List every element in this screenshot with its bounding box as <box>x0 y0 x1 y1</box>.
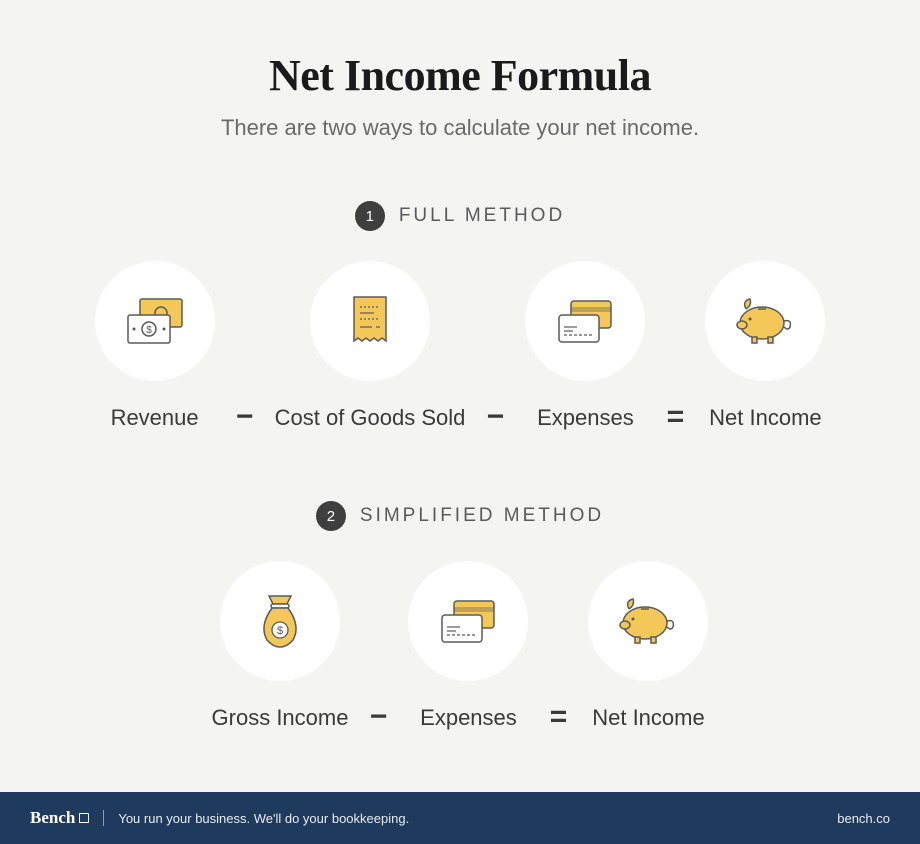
brand-logo: Bench <box>30 808 89 828</box>
operator-minus: − <box>233 403 257 431</box>
svg-text:$: $ <box>146 325 152 336</box>
term-label: Cost of Goods Sold <box>275 405 466 431</box>
receipt-icon <box>310 261 430 381</box>
cards-icon <box>525 261 645 381</box>
operator-equals: = <box>546 703 570 731</box>
term-label: Net Income <box>592 705 705 731</box>
footer-url: bench.co <box>837 811 890 826</box>
term-label: Expenses <box>537 405 634 431</box>
method-number-badge: 1 <box>355 201 385 231</box>
term-gross-income: $ Gross Income <box>212 561 349 731</box>
formula-row-2: $ Gross Income − Expenses = <box>212 561 709 731</box>
money-icon: $ <box>95 261 215 381</box>
term-label: Net Income <box>709 405 822 431</box>
operator-minus: − <box>483 403 507 431</box>
brand-text: Bench <box>30 808 75 828</box>
term-net-income: Net Income <box>588 561 708 731</box>
page-subtitle: There are two ways to calculate your net… <box>221 115 699 141</box>
term-net-income: Net Income <box>705 261 825 431</box>
footer-tagline: You run your business. We'll do your boo… <box>118 811 409 826</box>
method-name: SIMPLIFIED METHOD <box>360 505 604 527</box>
term-revenue: $ Revenue <box>95 261 215 431</box>
term-cogs: Cost of Goods Sold <box>275 261 466 431</box>
term-label: Gross Income <box>212 705 349 731</box>
term-label: Revenue <box>111 405 199 431</box>
term-label: Expenses <box>420 705 517 731</box>
method-header-1: 1 FULL METHOD <box>355 201 565 231</box>
moneybag-icon: $ <box>220 561 340 681</box>
method-number-badge: 2 <box>316 501 346 531</box>
svg-text:$: $ <box>277 625 283 637</box>
method-name: FULL METHOD <box>399 205 565 227</box>
term-expenses: Expenses <box>408 561 528 731</box>
operator-equals: = <box>663 403 687 431</box>
footer-divider <box>103 810 104 826</box>
term-expenses: Expenses <box>525 261 645 431</box>
footer-bar: Bench You run your business. We'll do yo… <box>0 792 920 844</box>
infographic-main: Net Income Formula There are two ways to… <box>0 0 920 792</box>
operator-minus: − <box>366 703 390 731</box>
method-header-2: 2 SIMPLIFIED METHOD <box>316 501 604 531</box>
footer-left: Bench You run your business. We'll do yo… <box>30 808 409 828</box>
cards-icon <box>408 561 528 681</box>
page-title: Net Income Formula <box>269 50 651 101</box>
piggy-icon <box>705 261 825 381</box>
piggy-icon <box>588 561 708 681</box>
formula-row-1: $ Revenue − Cost of Goods Sold <box>95 261 826 431</box>
brand-mark-icon <box>79 813 89 823</box>
